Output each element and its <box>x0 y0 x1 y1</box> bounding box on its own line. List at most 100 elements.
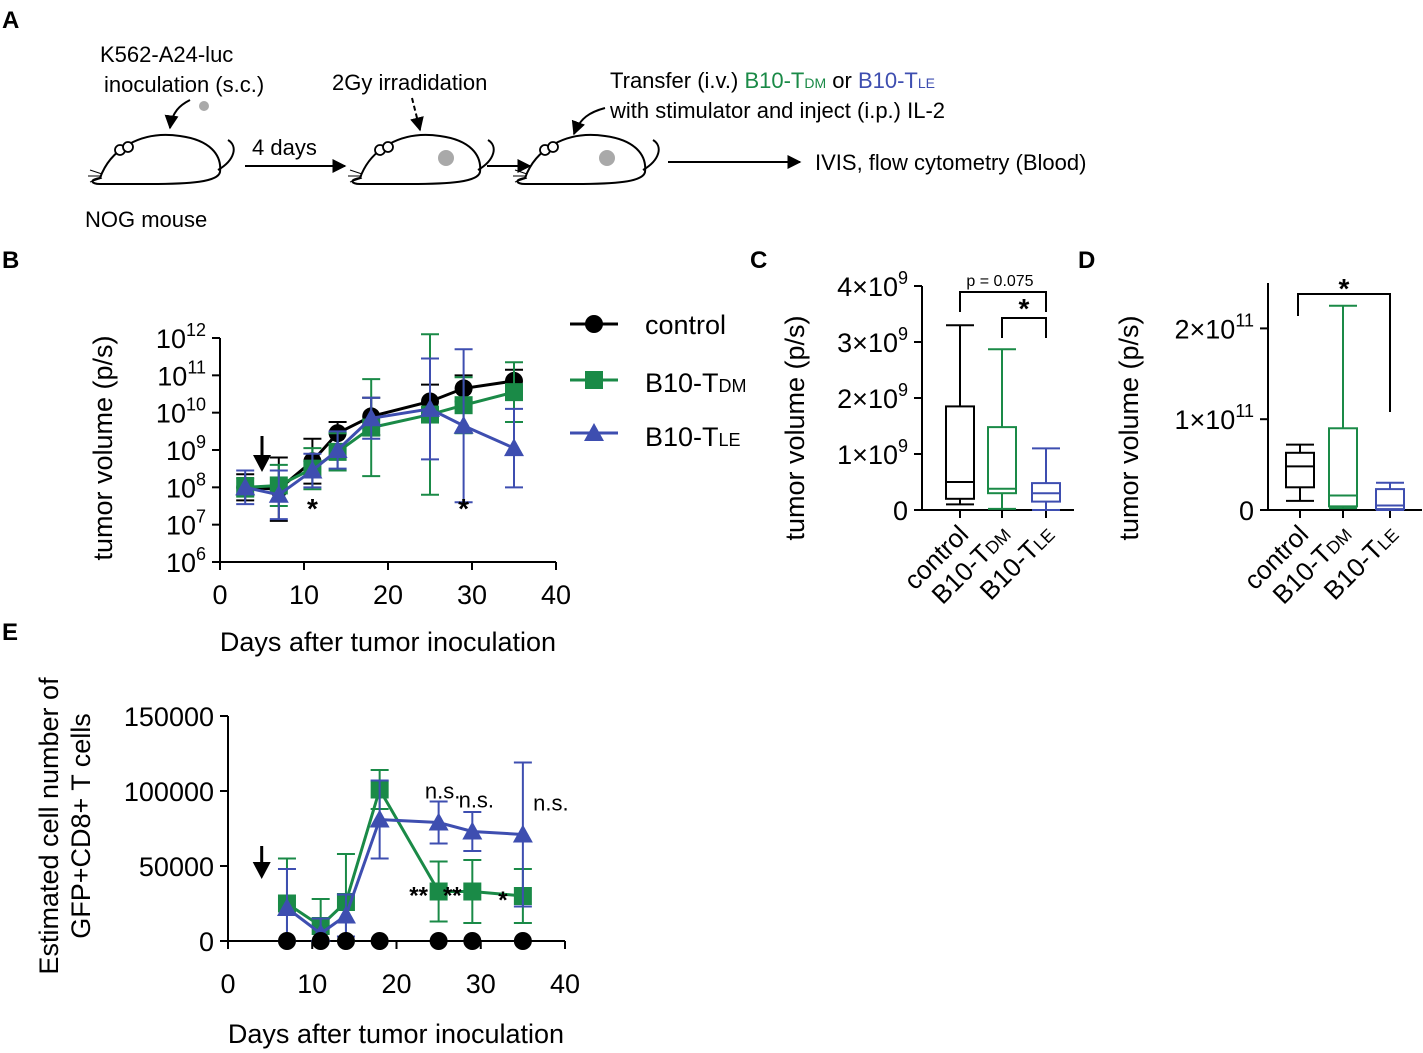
legend-marker-tle <box>584 423 604 441</box>
e-point-b10-tdm <box>463 882 482 901</box>
b-point-b10-tle <box>235 477 256 496</box>
irradiation-label: 2Gy irradidation <box>332 70 487 95</box>
e-y-axis-title-line1: Estimated cell number of <box>34 677 64 975</box>
transfer-line1: Transfer (i.v.) B10-TDM or B10-TLE <box>610 68 935 93</box>
b-y-tick-label: 1011 <box>157 357 206 391</box>
c-axes: 01×1092×1093×1094×109controlB10-TDMB10-T… <box>837 268 1074 610</box>
c-y-tick-label: 4×109 <box>837 268 908 302</box>
d-box-b10-tle <box>1375 488 1405 511</box>
inoculation-line1: K562-A24-luc <box>100 42 233 67</box>
b-x-axis-title: Days after tumor inoculation <box>220 627 556 657</box>
tumor-mass-3 <box>599 150 615 166</box>
nog-mouse-label: NOG mouse <box>85 207 207 232</box>
e-point-control <box>277 932 296 950</box>
b-x-tick-label: 40 <box>541 580 571 610</box>
b-y-axis-title: tumor volume (p/s) <box>88 335 118 560</box>
b-point-b10-tdm <box>505 383 523 402</box>
panel-b: B tumor volume (p/s) Days after tumor in… <box>2 247 571 657</box>
legend-label-tle: B10-TLE <box>645 422 741 452</box>
d-bracket <box>1297 293 1391 412</box>
e-significance-star: ** <box>409 883 428 910</box>
d-significance-star: * <box>1339 273 1350 304</box>
b-x-tick-label: 0 <box>212 580 227 610</box>
d-box-b10-tdm <box>1328 427 1358 508</box>
mouse-3-icon <box>512 133 660 185</box>
c-bracket-p-value <box>959 291 1047 312</box>
e-x-tick-label: 0 <box>220 969 235 999</box>
c-y-tick-label: 3×109 <box>837 324 908 358</box>
inoculation-arrow <box>164 99 191 130</box>
legend-marker-control <box>585 315 603 333</box>
legend-label-control: control <box>645 310 726 340</box>
e-point-b10-tle <box>462 821 483 840</box>
d-marks: * <box>1285 273 1405 511</box>
e-treatment-arrow-head <box>252 862 271 879</box>
c-bracket-star <box>1001 317 1047 338</box>
c-marks: p = 0.075 * <box>945 273 1061 511</box>
readout-label: IVIS, flow cytometry (Blood) <box>815 150 1086 175</box>
e-axes: 0 10 20 30 40 0 50000 100000 150000 <box>124 702 580 999</box>
e-x-tick-label: 20 <box>381 969 411 999</box>
c-y-tick-label: 1×109 <box>837 436 908 470</box>
legend-marker-tdm <box>585 371 603 389</box>
b-significance-star: * <box>307 493 318 524</box>
panel-e: E Estimated cell number of GFP+CD8+ T ce… <box>2 619 580 1049</box>
b-point-b10-tle <box>268 484 289 503</box>
e-significance-star: * <box>498 887 508 914</box>
e-y-tick-label: 150000 <box>124 702 214 732</box>
b-y-tick-label: 107 <box>166 507 206 541</box>
b-y-tick-label: 106 <box>166 544 206 578</box>
e-point-b10-tle <box>276 898 297 916</box>
mouse-1-icon <box>87 133 235 185</box>
panel-letter-c: C <box>750 247 767 274</box>
b-point-b10-tle <box>361 408 382 427</box>
e-point-b10-tle <box>369 809 390 828</box>
b-y-tick-label: 109 <box>166 432 206 466</box>
e-x-tick-label: 10 <box>297 969 327 999</box>
tumor-cell-dot <box>199 101 209 111</box>
e-point-control <box>513 932 532 950</box>
legend: control B10-TDM B10-TLE <box>570 310 747 452</box>
panel-c: C tumor volume (p/s) 0 1×109 2×109 3×109 4×1… <box>750 247 1074 610</box>
c-box-control <box>945 405 975 500</box>
e-marks: n.s.n.s. n.s.** ** * <box>252 761 569 950</box>
e-point-control <box>429 932 448 950</box>
e-point-b10-tle <box>512 824 533 843</box>
e-x-tick-label: 40 <box>550 969 580 999</box>
irradiation-arrow <box>410 97 424 132</box>
inoculation-line2: inoculation (s.c.) <box>104 72 264 97</box>
b-x-tick-label: 30 <box>457 580 487 610</box>
b-significance-star: * <box>458 493 469 524</box>
e-y-tick-label: 0 <box>199 927 214 957</box>
e-ns-label: n.s. <box>425 779 460 804</box>
c-significance-star: * <box>1019 293 1030 324</box>
e-y-axis-title-line2: GFP+CD8+ T cells <box>66 713 96 939</box>
e-point-control <box>370 932 389 950</box>
transfer-arrow <box>571 107 606 136</box>
e-x-axis-title: Days after tumor inoculation <box>228 1019 564 1049</box>
b-point-b10-tle <box>327 440 348 458</box>
c-y-tick-label: 0 <box>893 496 908 526</box>
e-series-line-b10-tle <box>286 817 523 936</box>
d-y-tick-label: 2×1011 <box>1174 310 1254 344</box>
mouse-2-icon <box>347 133 495 185</box>
b-point-b10-tle <box>504 438 524 457</box>
d-y-tick-label: 1×1011 <box>1174 401 1254 435</box>
b-point-b10-tle <box>302 460 323 479</box>
e-point-control <box>311 932 330 950</box>
panel-letter-d: D <box>1078 247 1095 274</box>
legend-label-tdm: B10-TDM <box>645 368 747 398</box>
b-y-tick-label: 1012 <box>156 320 206 354</box>
e-ns-label: n.s. <box>533 791 568 816</box>
b-x-tick-label: 20 <box>373 580 403 610</box>
transfer-line2: with stimulator and inject (i.p.) IL-2 <box>609 98 945 123</box>
b-y-tick-label: 1010 <box>156 395 206 429</box>
e-point-b10-tdm <box>429 882 448 901</box>
four-days-label: 4 days <box>252 135 317 160</box>
c-box-b10-tdm <box>987 426 1017 495</box>
c-y-axis-title: tumor volume (p/s) <box>780 315 810 540</box>
b-series-line-b10-tle <box>244 407 515 497</box>
panel-letter-e: E <box>2 619 18 646</box>
